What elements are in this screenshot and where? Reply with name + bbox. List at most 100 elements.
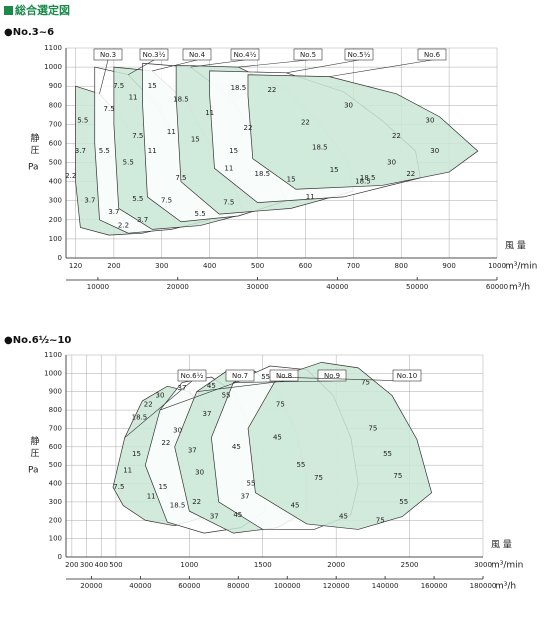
model-name: No.6: [424, 51, 441, 59]
x-tick-label: 200: [65, 561, 78, 569]
leader-line: [196, 380, 285, 393]
x-tick-label: 3000: [474, 561, 492, 569]
y-tick-label: 300: [49, 498, 62, 506]
kw-label: 45: [232, 443, 241, 451]
y-tick-label: 600: [49, 139, 62, 147]
y-tick-label: 400: [49, 178, 62, 186]
leader-line: [329, 59, 433, 77]
model-name: No.10: [397, 372, 418, 380]
name-box: [269, 369, 299, 382]
y-tick-label: 800: [49, 101, 62, 109]
name-box: [230, 48, 260, 61]
y-tick-label: 700: [49, 424, 62, 432]
kw-label: 11: [147, 492, 156, 500]
kw-label: 18.5: [132, 413, 148, 421]
name-box: [293, 48, 323, 61]
kw-label: 15: [191, 136, 200, 144]
x-tick-label: 600: [299, 262, 312, 270]
kw-label: 37: [178, 384, 187, 392]
name-box: [182, 48, 212, 61]
x2-tick-label: 20000: [167, 283, 189, 291]
kw-label: 45: [233, 511, 242, 519]
y-tick-label: 400: [49, 480, 62, 488]
leader-line: [190, 59, 246, 68]
model-name: No.5½: [348, 51, 371, 59]
x-tick-label: 500: [251, 262, 264, 270]
y-unit: Pa: [28, 466, 39, 476]
x-tick-label: 300: [80, 561, 93, 569]
x2-tick-label: 180000: [470, 582, 497, 590]
x2-tick-label: 20000: [80, 582, 102, 590]
x-tick-label: 400: [203, 262, 216, 270]
kw-label: 18.5: [255, 170, 271, 178]
kw-label: 55: [261, 373, 270, 381]
kw-label: 22: [406, 170, 415, 178]
model-name: No.4: [189, 51, 206, 59]
kw-label: 11: [129, 94, 138, 102]
kw-label: 22: [244, 124, 253, 132]
leader-line: [286, 59, 360, 74]
kw-label: 30: [387, 159, 396, 167]
y-tick-label: 500: [49, 461, 62, 469]
chart-title: ●No.3~6: [4, 27, 54, 38]
kw-label: 75: [314, 474, 323, 482]
kw-label: 45: [291, 502, 300, 510]
x-tick-label: 1500: [254, 561, 272, 569]
header-title: 総合選定図: [15, 3, 70, 17]
kw-label: 11: [306, 193, 315, 201]
y-tick-label: 1100: [44, 351, 62, 359]
kw-label: 55: [222, 391, 231, 399]
kw-label: 2.2: [118, 222, 129, 230]
model-name: No.7: [232, 372, 248, 380]
kw-label: 7.5: [175, 174, 186, 182]
kw-label: 22: [161, 439, 170, 447]
x2-tick-label: 30000: [246, 283, 268, 291]
kw-label: 3.7: [75, 147, 86, 155]
x-axis-label: 風 量: [491, 540, 512, 551]
kw-label: 22: [392, 132, 401, 140]
kw-label: 22: [267, 86, 276, 94]
kw-label: 22: [192, 498, 201, 506]
kw-label: 5.5: [77, 117, 88, 125]
y-tick-label: 0: [58, 553, 62, 561]
x2-tick-label: 160000: [421, 582, 448, 590]
header-icon: [4, 6, 13, 15]
kw-label: 22: [301, 118, 310, 126]
model-name: No.3½: [143, 51, 166, 59]
kw-label: 7.5: [132, 132, 143, 140]
kw-label: 55: [399, 498, 408, 506]
kw-label: 30: [173, 426, 182, 434]
y-tick-label: 100: [49, 535, 62, 543]
leader-line: [152, 59, 198, 72]
x2-tick-label: 60000: [486, 283, 508, 291]
kw-label: 5.5: [195, 210, 206, 218]
kw-label: 15: [330, 166, 339, 174]
x2-tick-label: 10000: [87, 283, 109, 291]
kw-label: 7.5: [113, 483, 124, 491]
kw-label: 15: [229, 147, 238, 155]
leader-line: [99, 59, 109, 94]
y-tick-label: 800: [49, 406, 62, 414]
name-box: [225, 369, 255, 382]
kw-label: 11: [224, 164, 233, 172]
name-box: [344, 48, 374, 61]
kw-label: 11: [205, 109, 214, 117]
kw-label: 30: [156, 391, 165, 399]
kw-label: 75: [276, 401, 285, 409]
x-tick-label: 120: [69, 262, 82, 270]
x2-tick-label: 40000: [326, 283, 348, 291]
x2-tick-label: 120000: [323, 582, 350, 590]
x-tick-label: 2000: [327, 561, 345, 569]
kw-label: 11: [123, 467, 132, 475]
leader-line: [128, 59, 155, 75]
x-tick-label: 1000: [180, 561, 198, 569]
y-tick-label: 300: [49, 197, 62, 205]
kw-label: 18.5: [231, 84, 247, 92]
kw-label: 11: [148, 147, 157, 155]
model-name: No.6½: [181, 372, 204, 380]
leader-line: [238, 59, 309, 68]
kw-label: 15: [148, 82, 157, 90]
kw-label: 75: [393, 472, 402, 480]
y-axis-label: 静 圧: [29, 132, 40, 155]
kw-label: 3.7: [84, 197, 95, 205]
